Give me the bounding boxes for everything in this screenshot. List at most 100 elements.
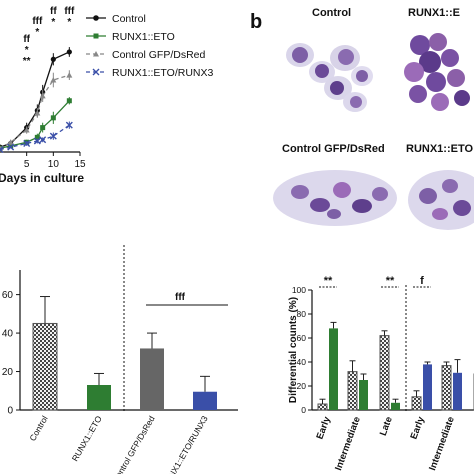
micrograph-label-runx1eto-gfp: RUNX1::ETO [406,143,473,155]
growth-x-label: Days in culture [0,171,84,185]
data-point [23,127,30,133]
significance-mark: * [25,45,29,56]
significance-mark: fff [175,292,186,303]
legend-marker [93,33,99,39]
bar [32,322,58,411]
bar [441,365,452,411]
x-tick-label: Control GFP/DsRed [110,414,157,474]
y-tick-label: 60 [2,290,14,301]
growth-significance: ff***fff*ff*fff* [23,6,75,67]
bar [329,328,338,410]
x-tick-label: Early [409,415,428,441]
micrograph-runx1eto [404,33,470,111]
x-tick-label: Early [315,415,334,441]
growth-x-ticks: 5 10 15 [24,152,86,170]
data-point [50,115,56,121]
panel-b-label: b [250,11,262,33]
growth-x-tick-label: 15 [74,159,86,170]
data-point [34,109,41,116]
y-tick-label: 20 [297,381,307,391]
diff-bars [317,321,474,411]
data-point [7,143,15,151]
y-tick-label: 0 [7,406,13,417]
significance-mark: f [420,275,424,287]
y-tick-label: 80 [297,309,307,319]
significance-mark: fff [64,6,75,17]
significance-mark: * [51,17,55,28]
x-tick-label: RUNX1::ETO/RUNX3 [160,414,210,474]
micrograph-control [286,43,373,112]
significance-mark: ff [23,34,30,45]
diff-y-ticks: 0 20 40 60 80 100 [292,285,312,415]
bar [359,380,368,410]
legend-label: RUNX1::ETO [112,31,175,43]
y-tick-label: 40 [297,357,307,367]
data-point [33,137,41,145]
x-tick-label: Late [378,415,395,437]
data-point [50,77,57,83]
significance-mark: ** [23,56,31,67]
data-point [39,92,46,99]
bar-chart-bars [32,296,217,411]
legend-label: Control GFP/DsRed [112,49,206,61]
data-point [34,134,40,140]
micrograph-runx1eto-gfp [408,170,474,230]
y-tick-label: 60 [297,333,307,343]
bar-chart-significance: fff [146,292,228,306]
y-tick-label: 40 [2,329,14,340]
micrograph-label-control-gfp: Control GFP/DsRed [282,143,385,155]
data-point [7,139,14,145]
data-point [66,98,72,104]
x-tick-label: Control [27,414,49,443]
y-tick-label: 100 [292,285,306,295]
micrograph-label-runx1eto: RUNX1::E [408,7,460,19]
growth-chart: 5 10 15 Days in culture ff***fff*ff*fff* C… [0,6,213,185]
significance-mark: * [35,27,39,38]
legend-marker [93,51,99,57]
x-tick-label: Intermediate [333,415,363,472]
bar [193,391,217,410]
significance-mark: ** [324,275,333,287]
bar [317,403,328,411]
data-point [66,49,72,55]
series-line-0 [0,51,70,148]
bar [423,364,432,410]
significance-mark: * [67,17,71,28]
legend-marker [92,68,100,76]
bar-chart-y-ticks: 0 20 40 60 [2,290,20,417]
bar [87,385,111,410]
growth-marks [0,47,73,154]
diff-significance: ** ** f [319,275,431,288]
data-point [50,56,56,62]
percentage-bar-chart: 0 20 40 60 Control RUNX1::ETO Control GFP/DsR… [2,245,238,474]
significance-mark: ** [386,275,395,287]
significance-mark: ff [50,6,57,17]
x-tick-label: Intermediate [427,415,457,472]
diff-y-label: Differential counts (%) [288,297,299,403]
x-tick-label: RUNX1::ETO [70,414,104,463]
growth-x-tick-label: 10 [48,159,60,170]
bar [347,371,358,411]
significance-mark: fff [32,16,43,27]
bar [140,348,164,410]
data-point [0,146,4,154]
bar [379,335,390,411]
legend-marker [93,15,99,21]
data-point [49,132,57,140]
growth-x-tick-label: 5 [24,159,30,170]
data-point [23,139,31,147]
bar-chart-x-labels: Control RUNX1::ETO Control GFP/DsRed RUNX1:… [27,414,209,474]
legend-label: Control [112,13,146,25]
data-point [40,125,46,131]
bar [411,396,422,411]
micrograph-label-control: Control [312,7,351,19]
y-tick-label: 0 [301,405,306,415]
bar [391,402,400,410]
differential-counts-chart: Differential counts (%) 0 20 40 60 80 100 Ear… [288,275,474,472]
data-point [66,72,73,78]
diff-x-labels: EarlyIntermediateLateEarlyIntermediateL [315,415,457,473]
legend-label: RUNX1::ETO/RUNX3 [112,67,213,79]
bar [453,372,462,410]
